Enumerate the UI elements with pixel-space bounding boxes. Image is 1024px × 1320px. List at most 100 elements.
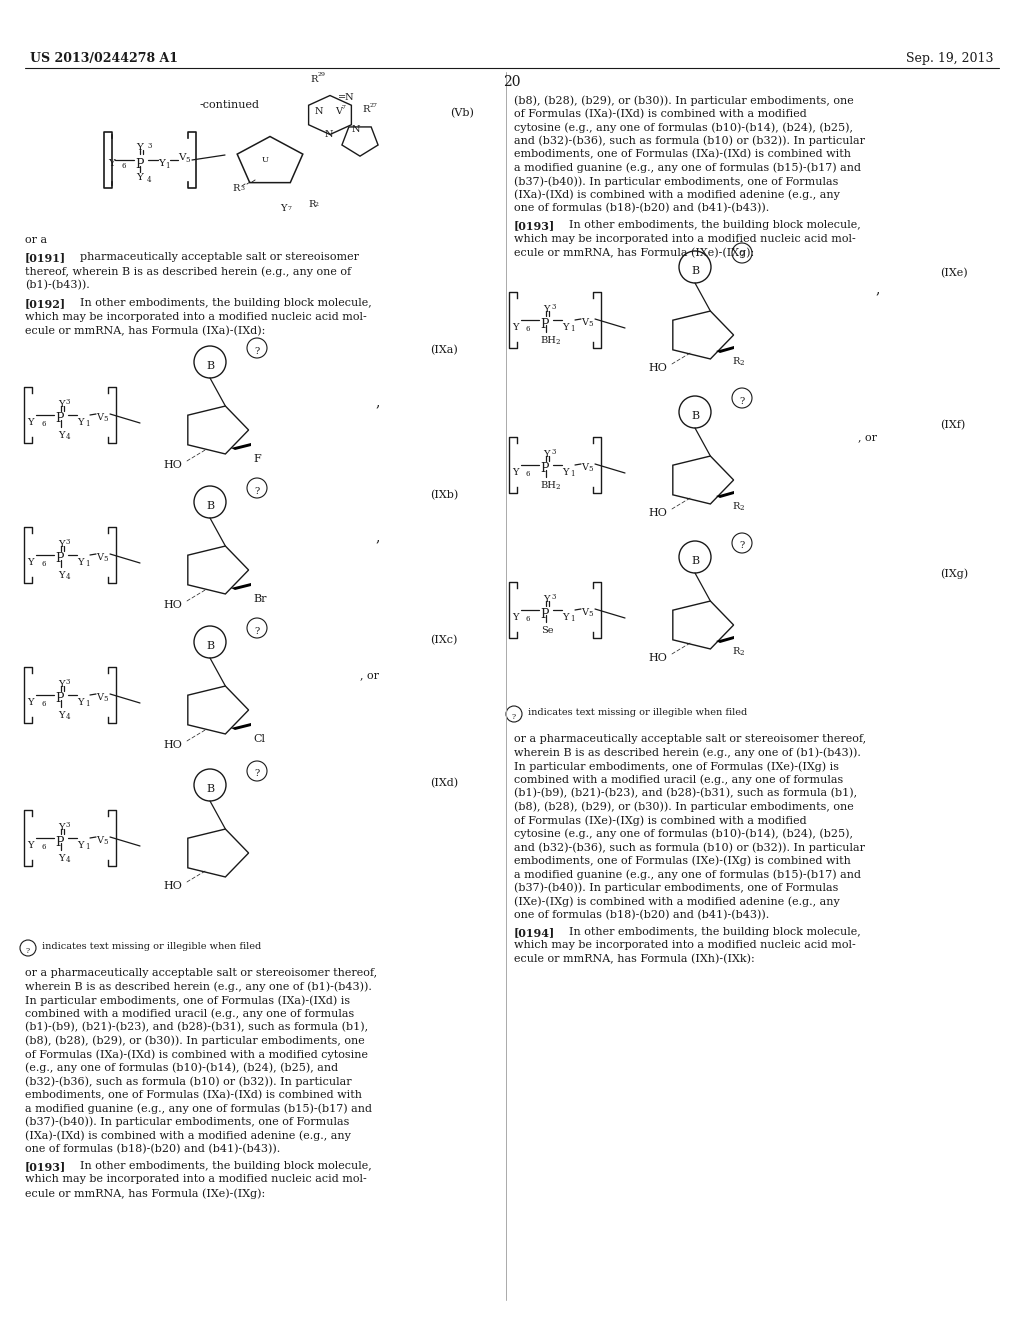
Text: V: V (96, 413, 103, 422)
Circle shape (679, 541, 711, 573)
Text: (b8), (b28), (b29), or (b30)). In particular embodiments, one: (b8), (b28), (b29), or (b30)). In partic… (514, 801, 854, 812)
Circle shape (679, 396, 711, 428)
Text: ecule or mmRNA, has Formula (IXe)-(IXg):: ecule or mmRNA, has Formula (IXe)-(IXg): (514, 248, 755, 259)
Text: R: R (732, 356, 739, 366)
Text: P: P (136, 157, 144, 170)
Text: B: B (206, 784, 214, 795)
Text: Y: Y (562, 612, 568, 622)
Text: Y: Y (58, 680, 65, 689)
Text: Sep. 19, 2013: Sep. 19, 2013 (906, 51, 994, 65)
Text: Y: Y (543, 595, 550, 605)
Text: HO: HO (163, 601, 182, 610)
Text: Y: Y (28, 841, 34, 850)
Text: ?: ? (739, 541, 744, 550)
Text: (b8), (b28), (b29), or (b30)). In particular embodiments, one: (b8), (b28), (b29), or (b30)). In partic… (514, 95, 854, 106)
Text: indicates text missing or illegible when filed: indicates text missing or illegible when… (528, 708, 748, 717)
Text: 1: 1 (85, 700, 89, 708)
Text: 6: 6 (41, 843, 45, 851)
Text: ecule or mmRNA, has Formula (IXa)-(IXd):: ecule or mmRNA, has Formula (IXa)-(IXd): (25, 326, 265, 337)
Text: (b1)-(b9), (b21)-(b23), and (b28)-(b31), such as formula (b1),: (b1)-(b9), (b21)-(b23), and (b28)-(b31),… (25, 1022, 368, 1032)
Text: ecule or mmRNA, has Formula (IXe)-(IXg):: ecule or mmRNA, has Formula (IXe)-(IXg): (25, 1188, 265, 1199)
Text: Y: Y (58, 572, 65, 579)
Text: 5: 5 (588, 610, 593, 618)
Text: one of formulas (b18)-(b20) and (b41)-(b43)).: one of formulas (b18)-(b20) and (b41)-(b… (514, 203, 769, 214)
Text: 29: 29 (318, 73, 326, 77)
Text: V: V (96, 836, 103, 845)
Circle shape (194, 486, 226, 517)
Text: ?: ? (254, 627, 260, 635)
Text: a modified guanine (e.g., any one of formulas (b15)-(b17) and: a modified guanine (e.g., any one of for… (514, 162, 861, 173)
Text: In other embodiments, the building block molecule,: In other embodiments, the building block… (569, 927, 861, 937)
Text: 3: 3 (240, 186, 244, 191)
Text: [0194]: [0194] (514, 927, 555, 939)
Text: P: P (541, 462, 549, 475)
Text: N: N (325, 129, 334, 139)
Text: which may be incorporated into a modified nucleic acid mol-: which may be incorporated into a modifie… (25, 312, 367, 322)
Text: V: V (581, 609, 588, 616)
Text: P: P (55, 553, 65, 565)
Text: BH: BH (540, 337, 556, 345)
Text: R: R (732, 502, 739, 511)
Text: 5: 5 (588, 319, 593, 327)
Text: ,: , (874, 282, 880, 296)
Text: (IXe): (IXe) (940, 268, 968, 279)
Text: (b1)-(b9), (b21)-(b23), and (b28)-(b31), such as formula (b1),: (b1)-(b9), (b21)-(b23), and (b28)-(b31),… (514, 788, 857, 799)
Text: ?: ? (26, 946, 30, 954)
Text: (b37)-(b40)). In particular embodiments, one of Formulas: (b37)-(b40)). In particular embodiments,… (514, 883, 839, 894)
Text: Y: Y (58, 400, 65, 409)
Text: 1: 1 (85, 560, 89, 568)
Text: [0193]: [0193] (514, 220, 555, 231)
Text: 5: 5 (103, 554, 108, 564)
Text: combined with a modified uracil (e.g., any one of formulas: combined with a modified uracil (e.g., a… (25, 1008, 354, 1019)
Text: P: P (55, 412, 65, 425)
Text: B: B (206, 642, 214, 651)
Circle shape (194, 770, 226, 801)
Text: or a pharmaceutically acceptable salt or stereoisomer thereof,: or a pharmaceutically acceptable salt or… (25, 968, 377, 978)
Text: Y: Y (58, 854, 65, 863)
Text: which may be incorporated into a modified nucleic acid mol-: which may be incorporated into a modifie… (25, 1175, 367, 1184)
Text: 1: 1 (570, 470, 574, 478)
Text: Y: Y (28, 418, 34, 426)
Text: (IXg): (IXg) (940, 568, 968, 578)
Text: of Formulas (IXa)-(IXd) is combined with a modified cytosine: of Formulas (IXa)-(IXd) is combined with… (25, 1049, 368, 1060)
Text: Y: Y (77, 558, 84, 568)
Text: Br: Br (253, 594, 266, 605)
Text: 5: 5 (185, 156, 189, 164)
Polygon shape (716, 636, 734, 643)
Text: of Formulas (IXa)-(IXd) is combined with a modified: of Formulas (IXa)-(IXd) is combined with… (514, 108, 807, 119)
Text: of Formulas (IXe)-(IXg) is combined with a modified: of Formulas (IXe)-(IXg) is combined with… (514, 814, 807, 825)
Text: ,: , (375, 531, 379, 544)
Text: HO: HO (163, 880, 182, 891)
Text: ?: ? (739, 396, 744, 405)
Text: 6: 6 (526, 615, 530, 623)
Text: (IXd): (IXd) (430, 777, 458, 788)
Text: Cl: Cl (253, 734, 265, 744)
Text: (b37)-(b40)). In particular embodiments, one of Formulas: (b37)-(b40)). In particular embodiments,… (514, 176, 839, 186)
Text: 3: 3 (551, 304, 555, 312)
Text: 27: 27 (370, 103, 378, 108)
Text: (Vb): (Vb) (450, 108, 474, 119)
Text: 1: 1 (85, 843, 89, 851)
Text: ?: ? (254, 487, 260, 495)
Text: (IXa)-(IXd) is combined with a modified adenine (e.g., any: (IXa)-(IXd) is combined with a modified … (25, 1130, 351, 1140)
Text: ,: , (375, 395, 379, 409)
Text: R: R (310, 75, 317, 84)
Text: Y: Y (58, 711, 65, 719)
Text: 3: 3 (66, 539, 71, 546)
Text: 4: 4 (66, 433, 71, 441)
Text: 2: 2 (555, 338, 559, 346)
Text: Y: Y (512, 323, 519, 333)
Text: Y: Y (136, 144, 143, 153)
Text: Y: Y (280, 205, 287, 213)
Text: 2: 2 (555, 483, 559, 491)
Text: 2: 2 (315, 202, 319, 207)
Text: Y: Y (562, 469, 568, 477)
Text: N: N (352, 125, 360, 135)
Text: In other embodiments, the building block molecule,: In other embodiments, the building block… (80, 1162, 372, 1171)
Text: 3: 3 (551, 447, 555, 455)
Text: Y: Y (512, 469, 519, 477)
Text: In particular embodiments, one of Formulas (IXe)-(IXg) is: In particular embodiments, one of Formul… (514, 762, 839, 772)
Text: P: P (541, 318, 549, 330)
Text: ecule or mmRNA, has Formula (IXh)-(IXk):: ecule or mmRNA, has Formula (IXh)-(IXk): (514, 954, 755, 965)
Text: Y: Y (58, 432, 65, 440)
